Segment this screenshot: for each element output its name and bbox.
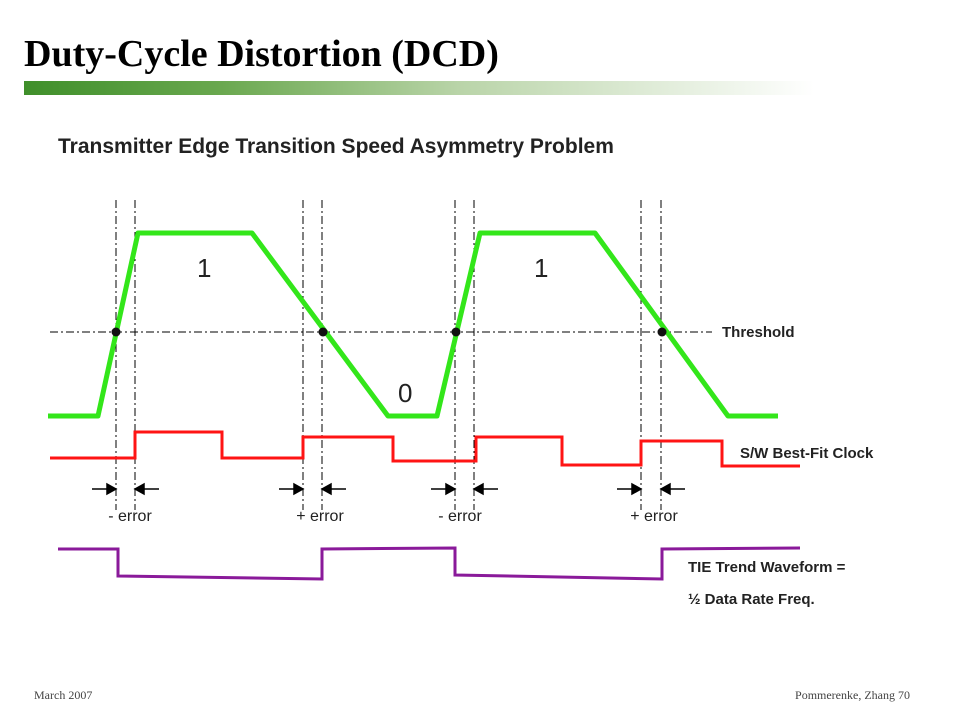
tie-label-line1: TIE Trend Waveform =: [688, 559, 846, 576]
data-signal-waveform: [48, 230, 778, 419]
title-underline-bar: [24, 81, 814, 95]
tie-label-line2: ½ Data Rate Freq.: [688, 591, 815, 608]
slide-title: Duty-Cycle Distortion (DCD): [24, 33, 499, 75]
error-label-2: + error: [296, 508, 344, 525]
footer-date: March 2007: [34, 688, 93, 702]
dcd-diagram: Transmitter Edge Transition Speed Asymme…: [48, 135, 874, 608]
error-label-3: - error: [438, 508, 482, 525]
error-arrows: [92, 482, 685, 496]
error-label-1: - error: [108, 508, 152, 525]
best-fit-clock-waveform: [50, 430, 800, 468]
error-label-4: + error: [630, 508, 678, 525]
bit-label-1b: 1: [534, 253, 548, 283]
threshold-label: Threshold: [722, 324, 795, 341]
tie-trend-waveform: [58, 546, 801, 581]
bit-label-1: 1: [197, 253, 211, 283]
threshold-crossing-dots: [111, 327, 667, 337]
diagram-heading: Transmitter Edge Transition Speed Asymme…: [58, 135, 614, 158]
footer-author-page: Pommerenke, Zhang 70: [795, 688, 910, 702]
clock-label: S/W Best-Fit Clock: [740, 445, 874, 462]
bit-label-0: 0: [398, 378, 412, 408]
